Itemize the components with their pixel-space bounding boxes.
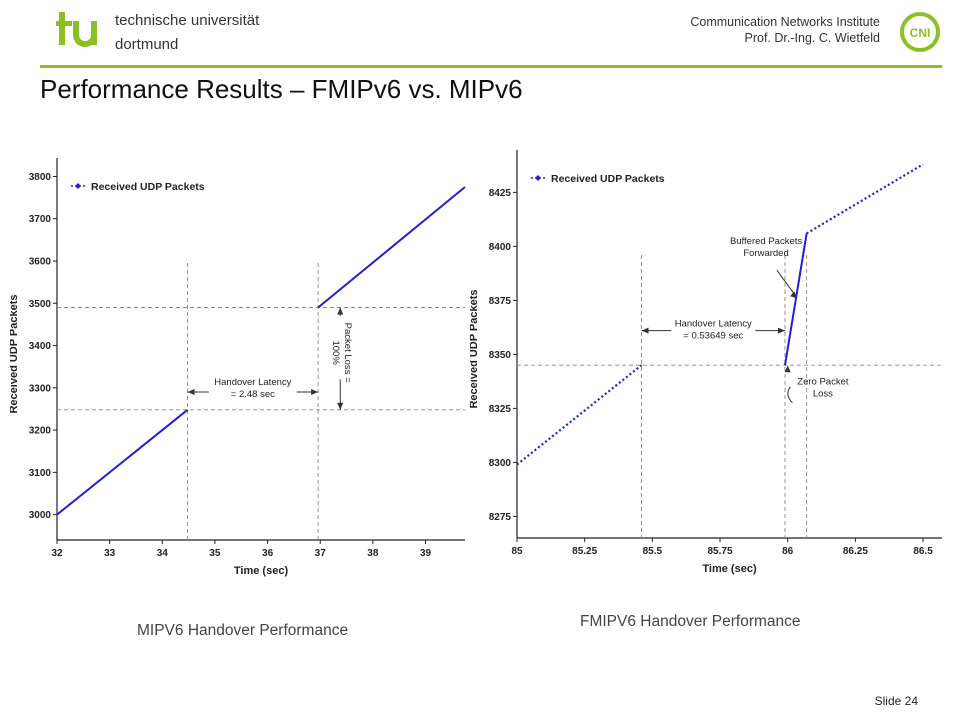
legend-label: Received UDP Packets bbox=[551, 173, 665, 185]
professor-name: Prof. Dr.-Ing. C. Wietfeld bbox=[744, 31, 880, 45]
x-tick-label: 32 bbox=[51, 548, 63, 559]
buffered-annotation: Buffered Packets Forwarded bbox=[730, 236, 802, 259]
mipv6-caption: MIPV6 Handover Performance bbox=[137, 622, 349, 639]
y-tick-label: 3000 bbox=[29, 510, 52, 521]
institute-info: Communication Networks Institute Prof. D… bbox=[690, 14, 880, 46]
y-tick-label: 8350 bbox=[489, 350, 512, 361]
y-tick-label: 8300 bbox=[489, 458, 512, 469]
y-tick-label: 3200 bbox=[29, 426, 52, 437]
x-tick-label: 85.25 bbox=[572, 546, 597, 557]
arrowhead-icon bbox=[777, 327, 785, 334]
university-line2: dortmund bbox=[115, 36, 179, 53]
y-axis-label: Received UDP Packets bbox=[10, 294, 20, 413]
callout-arrow bbox=[776, 269, 797, 297]
x-tick-label: 86.5 bbox=[913, 546, 933, 557]
x-tick-label: 36 bbox=[262, 548, 274, 559]
university-line1: technische universität bbox=[115, 12, 260, 29]
handover-annotation: Handover Latency = 2.48 sec bbox=[214, 377, 291, 400]
y-tick-label: 8375 bbox=[489, 296, 512, 307]
x-axis-label: Time (sec) bbox=[702, 563, 757, 575]
y-tick-label: 8275 bbox=[489, 512, 512, 523]
mipv6-chart: 32 33 34 35 36 37 38 39 3000 3100 3200 3300 3400 3500… bbox=[10, 150, 470, 580]
fmipv6-caption: FMIPV6 Handover Performance bbox=[580, 613, 801, 630]
x-tick-label: 38 bbox=[367, 548, 379, 559]
series-line bbox=[56, 409, 189, 516]
x-tick-label: 86.25 bbox=[843, 546, 868, 557]
slide-title: Performance Results – FMIPv6 vs. MIPv6 bbox=[40, 74, 523, 104]
x-tick-label: 35 bbox=[209, 548, 221, 559]
series-line bbox=[516, 364, 643, 466]
arrowhead-icon bbox=[641, 327, 649, 334]
legend-marker-icon bbox=[75, 183, 81, 189]
legend-label: Received UDP Packets bbox=[91, 181, 205, 193]
arrowhead-icon bbox=[790, 291, 798, 299]
header-divider bbox=[40, 65, 942, 68]
annotation-bg bbox=[330, 315, 355, 380]
arrowhead-icon bbox=[337, 307, 344, 315]
x-tick-label: 85.75 bbox=[708, 546, 733, 557]
y-tick-label: 3800 bbox=[29, 172, 52, 183]
y-tick-label: 8325 bbox=[489, 404, 512, 415]
y-tick-label: 3400 bbox=[29, 341, 52, 352]
x-tick-label: 37 bbox=[315, 548, 327, 559]
x-tick-label: 85 bbox=[511, 546, 523, 557]
university-name: technische universität dortmund bbox=[115, 9, 259, 57]
cni-logo-text: CNI bbox=[910, 26, 931, 40]
annotation-bg bbox=[208, 374, 297, 407]
x-axis-label: Time (sec) bbox=[234, 565, 289, 577]
callout-arrow bbox=[787, 386, 793, 404]
institute-name: Communication Networks Institute bbox=[690, 15, 880, 29]
legend-marker-icon bbox=[535, 175, 541, 181]
annotation-bg bbox=[671, 316, 756, 345]
y-tick-label: 3500 bbox=[29, 299, 52, 310]
zero-loss-annotation: Zero Packet Loss bbox=[797, 377, 849, 400]
y-tick-label: 3300 bbox=[29, 383, 52, 394]
x-tick-label: 34 bbox=[157, 548, 169, 559]
x-tick-label: 39 bbox=[420, 548, 432, 559]
arrowhead-icon bbox=[784, 365, 791, 373]
handover-annotation: Handover Latency = 0.53649 sec bbox=[675, 319, 752, 342]
y-axis-label: Received UDP Packets bbox=[470, 289, 480, 408]
x-tick-label: 33 bbox=[104, 548, 116, 559]
series-line bbox=[784, 233, 808, 366]
packet-loss-annotation: Packet Loss =100% bbox=[330, 323, 353, 383]
arrowhead-icon bbox=[311, 389, 319, 396]
fmipv6-chart: 85 85.25 85.5 85.75 86 86.25 86.5 8275 8300 8325 8… bbox=[470, 150, 952, 580]
arrowhead-icon bbox=[337, 402, 344, 410]
tu-logo bbox=[56, 12, 97, 47]
y-tick-label: 3600 bbox=[29, 257, 52, 268]
series-line bbox=[317, 186, 466, 309]
cni-logo: CNI bbox=[900, 12, 940, 52]
arrowhead-icon bbox=[187, 389, 195, 396]
x-tick-label: 86 bbox=[782, 546, 794, 557]
slide-number: Slide 24 bbox=[874, 694, 918, 708]
y-tick-label: 3700 bbox=[29, 214, 52, 225]
y-tick-label: 3100 bbox=[29, 468, 52, 479]
y-tick-label: 8425 bbox=[489, 188, 512, 199]
series-line bbox=[806, 163, 924, 235]
x-tick-label: 85.5 bbox=[643, 546, 663, 557]
y-tick-label: 8400 bbox=[489, 242, 512, 253]
